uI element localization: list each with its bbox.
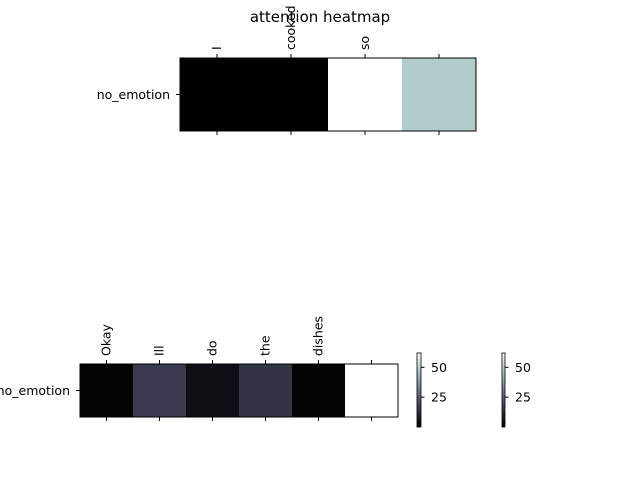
heatmap-2-cell-1 <box>133 364 186 417</box>
heatmap-2-cell-2 <box>186 364 239 417</box>
heatmap-1-cell-3 <box>402 58 476 131</box>
heatmap-2-xlabel-1: Ill <box>152 345 167 356</box>
colorbar-1-ticklabel-0: 25 <box>431 390 447 405</box>
colorbar-1-ticklabel-1: 50 <box>431 360 447 375</box>
colorbar-1-bar <box>416 352 422 428</box>
heatmap-1-cell-0 <box>180 58 254 131</box>
colorbar-2: 25 50 <box>501 352 531 428</box>
heatmap-1-xlabel-0: I <box>209 46 224 50</box>
heatmap-1-ylabel-0: no_emotion <box>97 87 170 102</box>
heatmap-1-xlabel-1: cooked <box>283 5 298 50</box>
colorbar-2-ticklabel-1: 50 <box>515 360 531 375</box>
heatmap-2-cell-5 <box>345 364 398 417</box>
heatmap-1-cell-2 <box>328 58 402 131</box>
heatmap-2-ylabel-0: no_emotion <box>0 383 70 398</box>
heatmap-2-xlabel-0: Okay <box>99 323 114 356</box>
heatmap-2-xlabel-4: dishes <box>311 316 326 356</box>
heatmap-2: Okay Ill do the dishes no_emotion <box>0 316 399 421</box>
colorbar-1: 25 50 <box>416 352 447 428</box>
heatmap-2-cell-4 <box>292 364 345 417</box>
figure-title: attention heatmap <box>250 8 390 26</box>
heatmap-2-cell-0 <box>80 364 133 417</box>
heatmap-1-xlabel-2: so <box>357 36 372 50</box>
heatmap-2-xlabel-3: the <box>258 335 273 356</box>
heatmap-1-cell-1 <box>254 58 328 131</box>
colorbar-2-bar <box>501 352 506 428</box>
heatmap-2-xlabel-2: do <box>205 340 220 356</box>
colorbar-2-ticklabel-0: 25 <box>515 390 531 405</box>
heatmap-2-cell-3 <box>239 364 292 417</box>
